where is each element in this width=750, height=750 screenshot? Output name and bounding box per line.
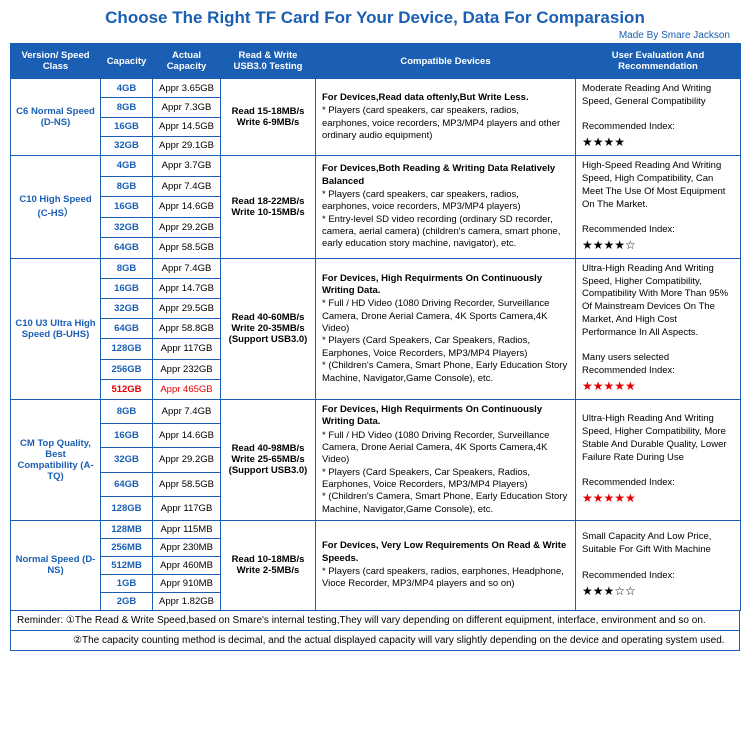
capacity-cell: 64GB (101, 319, 153, 339)
capacity-cell: 8GB (101, 258, 153, 278)
eval-cell: Ultra-High Reading And Writing Speed, Hi… (576, 258, 741, 399)
class-cell: CM Top Quality, Best Compatibility (A-TQ… (11, 399, 101, 520)
capacity-cell: 256GB (101, 359, 153, 379)
capacity-cell: 4GB (101, 79, 153, 98)
capacity-cell: 16GB (101, 278, 153, 298)
class-cell: Normal Speed (D-NS) (11, 520, 101, 610)
author-label: Made By Smare Jackson (10, 30, 740, 41)
class-cell: C6 Normal Speed (D-NS) (11, 79, 101, 156)
actual-cell: Appr 29.2GB (153, 217, 221, 238)
table-row: CM Top Quality, Best Compatibility (A-TQ… (11, 399, 741, 423)
devices-cell: For Devices, Very Low Requirements On Re… (316, 520, 576, 610)
actual-cell: Appr 117GB (153, 339, 221, 359)
actual-cell: Appr 14.7GB (153, 278, 221, 298)
eval-cell: Small Capacity And Low Price, Suitable F… (576, 520, 741, 610)
actual-cell: Appr 29.2GB (153, 448, 221, 472)
capacity-cell: 64GB (101, 472, 153, 496)
actual-cell: Appr 3.65GB (153, 79, 221, 98)
actual-cell: Appr 232GB (153, 359, 221, 379)
actual-cell: Appr 7.4GB (153, 399, 221, 423)
actual-cell: Appr 14.5GB (153, 117, 221, 136)
reminder-1: Reminder: ①The Read & Write Speed,based … (10, 611, 740, 631)
capacity-cell: 128MB (101, 520, 153, 538)
devices-cell: For Devices,Read data oftenly,But Write … (316, 79, 576, 156)
actual-cell: Appr 460MB (153, 556, 221, 574)
header-actual: Actual Capacity (153, 44, 221, 79)
actual-cell: Appr 465GB (153, 379, 221, 399)
actual-cell: Appr 1.82GB (153, 592, 221, 610)
capacity-cell: 512MB (101, 556, 153, 574)
devices-cell: For Devices,Both Reading & Writing Data … (316, 156, 576, 259)
header-devices: Compatible Devices (316, 44, 576, 79)
capacity-cell: 8GB (101, 98, 153, 117)
capacity-cell: 128GB (101, 339, 153, 359)
header-eval: User Evaluation And Recommendation (576, 44, 741, 79)
eval-cell: High-Speed Reading And Writing Speed, Hi… (576, 156, 741, 259)
capacity-cell: 512GB (101, 379, 153, 399)
actual-cell: Appr 14.6GB (153, 197, 221, 218)
header-class: Version/ Speed Class (11, 44, 101, 79)
table-row: C10 U3 Ultra High Speed (B-UHS)8GBAppr 7… (11, 258, 741, 278)
capacity-cell: 32GB (101, 299, 153, 319)
page-title: Choose The Right TF Card For Your Device… (10, 8, 740, 28)
reminder-2: ②The capacity counting method is decimal… (10, 631, 740, 651)
readwrite-cell: Read 18-22MB/sWrite 10-15MB/s (221, 156, 316, 259)
capacity-cell: 16GB (101, 424, 153, 448)
table-row: C10 High Speed (C-HS）4GBAppr 3.7GBRead 1… (11, 156, 741, 177)
readwrite-cell: Read 10-18MB/sWrite 2-5MB/s (221, 520, 316, 610)
capacity-cell: 256MB (101, 538, 153, 556)
class-cell: C10 U3 Ultra High Speed (B-UHS) (11, 258, 101, 399)
readwrite-cell: Read 40-98MB/sWrite 25-65MB/s(Support US… (221, 399, 316, 520)
devices-cell: For Devices, High Requirments On Continu… (316, 258, 576, 399)
capacity-cell: 128GB (101, 496, 153, 520)
devices-cell: For Devices, High Requirments On Continu… (316, 399, 576, 520)
capacity-cell: 8GB (101, 176, 153, 197)
capacity-cell: 8GB (101, 399, 153, 423)
capacity-cell: 16GB (101, 197, 153, 218)
actual-cell: Appr 29.1GB (153, 136, 221, 155)
table-header-row: Version/ Speed Class Capacity Actual Cap… (11, 44, 741, 79)
capacity-cell: 1GB (101, 574, 153, 592)
actual-cell: Appr 29.5GB (153, 299, 221, 319)
table-row: Normal Speed (D-NS)128MBAppr 115MBRead 1… (11, 520, 741, 538)
comparison-table: Version/ Speed Class Capacity Actual Cap… (10, 43, 741, 611)
actual-cell: Appr 58.5GB (153, 472, 221, 496)
actual-cell: Appr 3.7GB (153, 156, 221, 177)
eval-cell: Ultra-High Reading And Writing Speed, Hi… (576, 399, 741, 520)
capacity-cell: 32GB (101, 448, 153, 472)
capacity-cell: 32GB (101, 136, 153, 155)
capacity-cell: 4GB (101, 156, 153, 177)
actual-cell: Appr 58.8GB (153, 319, 221, 339)
actual-cell: Appr 7.4GB (153, 176, 221, 197)
capacity-cell: 16GB (101, 117, 153, 136)
readwrite-cell: Read 40-60MB/sWrite 20-35MB/s(Support US… (221, 258, 316, 399)
capacity-cell: 2GB (101, 592, 153, 610)
actual-cell: Appr 230MB (153, 538, 221, 556)
actual-cell: Appr 910MB (153, 574, 221, 592)
readwrite-cell: Read 15-18MB/sWrite 6-9MB/s (221, 79, 316, 156)
capacity-cell: 32GB (101, 217, 153, 238)
capacity-cell: 64GB (101, 238, 153, 259)
actual-cell: Appr 7.3GB (153, 98, 221, 117)
class-cell: C10 High Speed (C-HS） (11, 156, 101, 259)
table-row: C6 Normal Speed (D-NS)4GBAppr 3.65GBRead… (11, 79, 741, 98)
header-capacity: Capacity (101, 44, 153, 79)
actual-cell: Appr 58.5GB (153, 238, 221, 259)
header-rw: Read & Write USB3.0 Testing (221, 44, 316, 79)
actual-cell: Appr 115MB (153, 520, 221, 538)
actual-cell: Appr 7.4GB (153, 258, 221, 278)
eval-cell: Moderate Reading And Writing Speed, Gene… (576, 79, 741, 156)
actual-cell: Appr 117GB (153, 496, 221, 520)
actual-cell: Appr 14.6GB (153, 424, 221, 448)
